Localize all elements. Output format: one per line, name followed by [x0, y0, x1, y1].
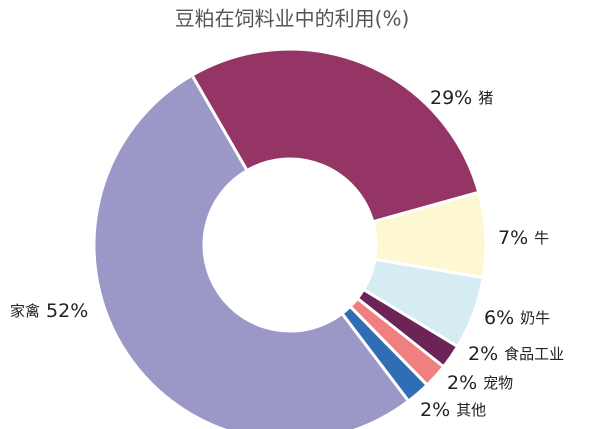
category-name: 宠物: [483, 374, 513, 392]
category-name: 其他: [456, 401, 486, 419]
slice-label: 2% 宠物: [447, 372, 513, 394]
category-name: 猪: [478, 89, 493, 107]
category-name: 食品工业: [504, 345, 564, 363]
value-label: 2%: [447, 372, 477, 394]
value-label: 6%: [484, 307, 514, 329]
donut-slice: [189, 47, 481, 224]
chart-title: 豆粕在饲料业中的利用(%): [175, 7, 410, 31]
slice-label: 7% 牛: [498, 227, 549, 249]
category-name: 牛: [534, 229, 549, 247]
slice-label: 6% 奶牛: [484, 307, 550, 329]
donut-slice: [92, 73, 411, 429]
slice-label: 家禽 52%: [10, 300, 88, 322]
value-label: 52%: [46, 300, 88, 322]
category-name: 奶牛: [520, 309, 550, 327]
value-label: 7%: [498, 227, 528, 249]
slice-label: 29% 猪: [430, 87, 493, 109]
slice-label: 2% 食品工业: [468, 343, 564, 365]
value-label: 29%: [430, 87, 472, 109]
slice-label: 2% 其他: [420, 399, 486, 421]
category-name: 家禽: [10, 302, 40, 320]
value-label: 2%: [420, 399, 450, 421]
value-label: 2%: [468, 343, 498, 365]
